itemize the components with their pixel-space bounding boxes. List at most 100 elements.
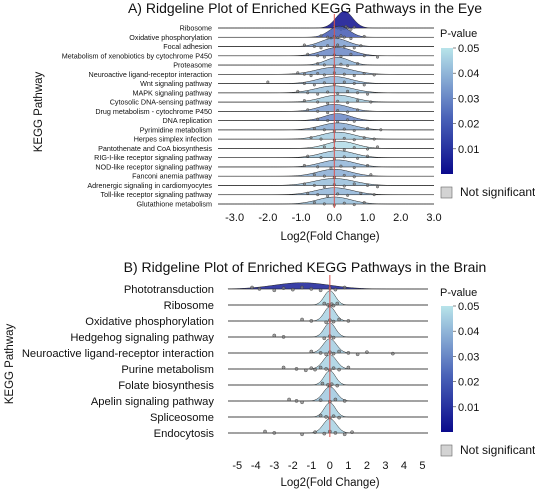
panel-b-point	[257, 287, 262, 291]
panel-a-point	[326, 101, 330, 105]
panel-a-pathway-label: Proteasome	[173, 61, 212, 70]
panel-a-ridge-5	[217, 67, 435, 75]
panel-a-ridge-14	[217, 150, 435, 158]
panel-a-point	[359, 191, 363, 195]
panel-a-point	[342, 44, 346, 48]
panel-a-point	[352, 46, 356, 50]
panel-a-point	[372, 73, 376, 77]
panel-a-ridge-17	[217, 178, 435, 186]
panel-a-ridge-9	[217, 104, 435, 112]
panel-a-point	[316, 54, 320, 58]
panel-a-ridge-4	[217, 57, 435, 66]
panel-a-point	[326, 90, 330, 94]
panel-a-point	[366, 163, 370, 167]
panel-b-xtick-label: -1	[306, 460, 316, 472]
panel-a-point	[356, 156, 360, 160]
panel-b-point	[337, 349, 341, 354]
panel-a-point	[319, 46, 323, 50]
panel-b-point	[331, 319, 336, 324]
panel-a-point	[376, 145, 380, 149]
panel-a-point	[316, 193, 320, 197]
panel-b-point	[272, 333, 277, 338]
panel-a-ridge-3	[217, 47, 435, 57]
panel-a-point	[339, 62, 343, 66]
panel-a-point	[302, 43, 306, 47]
panel-b-point	[335, 301, 340, 306]
panel-b-not-significant-label: Not significant	[460, 443, 535, 457]
panel-a-pathway-label: Adrenergic signaling in cardiomyocytes	[87, 181, 212, 190]
panel-a-point	[319, 34, 323, 38]
panel-b-xtick-label: -2	[288, 460, 298, 472]
panel-a-point	[362, 72, 366, 76]
panel-b-xtick-label: -5	[232, 460, 242, 472]
panel-b-point	[272, 431, 277, 435]
panel-b-ridge-0	[227, 282, 428, 290]
panel-a-pathway-label: Wnt signaling pathway	[140, 79, 212, 88]
panel-a-pathway-label: MAPK signaling pathway	[132, 88, 212, 97]
panel-a-point	[352, 146, 356, 150]
panel-a-point	[306, 52, 310, 56]
panel-a-point	[346, 118, 350, 122]
panel-a-xtick-label: 3.0	[426, 212, 441, 224]
panel-a-point	[362, 83, 366, 87]
panel-b-point	[342, 285, 347, 290]
panel-b-point	[346, 319, 351, 323]
panel-b-pathway-label: Purine metabolism	[121, 364, 214, 376]
panel-a-point	[362, 54, 366, 58]
panel-b-colorbar-tick-label: 0.05	[458, 301, 479, 313]
panel-b-point	[355, 352, 360, 357]
panel-b-point	[350, 430, 354, 435]
panel-b-point	[309, 349, 314, 354]
panel-b-point	[322, 431, 327, 436]
panel-b-point	[287, 397, 291, 402]
panel-a-point	[296, 71, 300, 75]
panel-b-colorbar-tick-label: 0.02	[458, 377, 479, 389]
panel-a-point	[316, 62, 320, 66]
panel-a-point	[342, 201, 346, 205]
panel-a-colorbar-tick-label: 0.04	[458, 68, 479, 80]
panel-b-point	[365, 350, 369, 355]
panel-b-point	[342, 399, 347, 403]
panel-b-point	[333, 287, 338, 292]
panel-a-point	[326, 35, 330, 39]
panel-b-point	[309, 366, 314, 371]
panel-b-point	[318, 365, 323, 370]
panel-b-point	[294, 399, 299, 403]
panel-a-colorbar-title: P-value	[440, 28, 477, 40]
panel-b-point	[309, 287, 314, 291]
panel-b-point	[300, 400, 304, 405]
panel-a-point	[302, 81, 306, 85]
panel-a-point	[326, 44, 330, 48]
panel-a-colorbar-tick-label: 0.05	[458, 43, 479, 55]
panel-b-ylabel: KEGG Pathway	[4, 323, 16, 404]
panel-a-pathway-label: Focal adhesion	[163, 42, 212, 51]
panel-b-point	[333, 431, 338, 435]
panel-a-point	[302, 99, 306, 103]
panel-a-point	[376, 185, 380, 189]
panel-a-point	[366, 154, 370, 158]
panel-a-point	[336, 43, 340, 47]
panel-a-point	[369, 100, 373, 104]
panel-a-point	[356, 99, 360, 103]
panel-a-pathway-label: Toll-like receptor signaling pathway	[101, 190, 213, 199]
panel-a-point	[352, 203, 356, 207]
panel-a-pathway-label: Cytosolic DNA-sensing pathway	[110, 98, 213, 107]
panel-a-point	[319, 156, 323, 160]
panel-a-pathway-label: Drug metabolism - cytochrome P450	[95, 107, 212, 116]
panel-b-point	[281, 365, 286, 370]
panel-b-point	[337, 317, 341, 322]
panel-b-pathway-label: Endocytosis	[154, 428, 215, 440]
panel-b-point	[331, 303, 336, 308]
panel-b-point	[294, 367, 299, 371]
panel-b-ridge-1	[228, 290, 428, 306]
panel-a-point	[349, 27, 353, 31]
panel-b-point	[331, 351, 336, 356]
panel-a-point	[322, 185, 326, 189]
panel-a-ridge-8	[217, 94, 435, 103]
panel-b-point	[324, 320, 328, 325]
panel-b-point	[331, 335, 336, 340]
panel-a-pathway-label: Glutathione metabolism	[136, 200, 212, 209]
panel-a-point	[362, 136, 366, 140]
panel-a-pathway-label: Neuroactive ligand-receptor interaction	[89, 70, 212, 79]
panel-b-point	[303, 368, 308, 373]
